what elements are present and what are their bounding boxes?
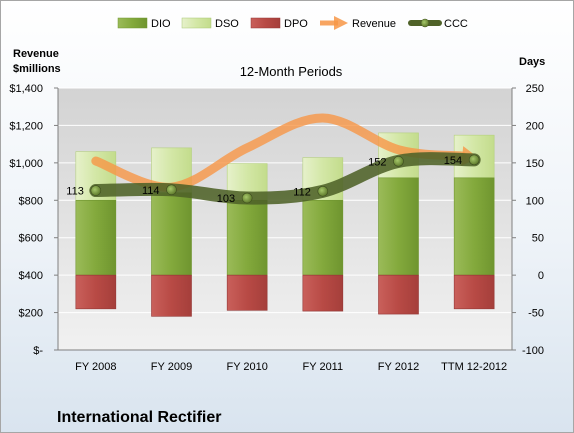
left-tick-label-2: $400	[19, 270, 43, 282]
right-tick-label-2: 0	[538, 270, 544, 282]
ccc-data-label-4: 152	[368, 156, 386, 168]
bar-dpo-5	[453, 274, 495, 310]
left-tick-label-7: $1,400	[9, 83, 43, 95]
legend-swatch-revenue	[320, 16, 348, 30]
bar-dio-3	[302, 199, 344, 276]
right-tick-label-4: 100	[526, 195, 544, 207]
ccc-line	[89, 152, 481, 205]
ccc-point-1	[166, 184, 177, 196]
bar-dpo-3	[302, 274, 344, 312]
legend-swatch-ccc	[408, 18, 442, 28]
ccc-data-label-0: 113	[66, 186, 84, 198]
x-tick-label-4: FY 2012	[378, 361, 419, 373]
legend-label-ccc: CCC	[444, 18, 468, 30]
ccc-point-0	[90, 185, 102, 196]
x-tick-label-5: TTM 12-2012	[441, 361, 507, 373]
bar-dpo-1	[151, 274, 192, 317]
left-tick-label-6: $1,200	[9, 120, 43, 132]
left-tick-label-5: $1,000	[9, 158, 43, 170]
right-tick-label-7: 250	[526, 83, 544, 95]
legend-swatch-dso	[181, 17, 212, 29]
legend-label-revenue: Revenue	[352, 18, 396, 30]
bar-dpo-2	[226, 274, 268, 311]
bar-dio-0	[75, 199, 117, 276]
legend: DIO DSO DPO Revenue CCC	[117, 16, 468, 30]
ccc-point-4	[393, 156, 404, 167]
left-tick-label-0: $-	[33, 345, 43, 357]
right-tick-label-3: 50	[532, 233, 544, 245]
right-tick-label-0: -100	[522, 345, 544, 357]
company-name: International Rectifier	[57, 409, 221, 426]
bar-dio-2	[226, 199, 268, 276]
ccc-point-2	[241, 192, 253, 204]
legend-label-dso: DSO	[215, 18, 239, 30]
legend-swatch-dpo	[250, 17, 281, 29]
left-tick-label-3: $600	[19, 233, 43, 245]
right-axis-title: Days	[519, 56, 545, 68]
ccc-data-label-3: 112	[293, 186, 311, 198]
x-tick-label-0: FY 2008	[75, 361, 116, 373]
ccc-point-5	[468, 154, 480, 166]
legend-label-dio: DIO	[151, 18, 171, 30]
left-tick-label-4: $800	[19, 195, 43, 207]
x-tick-label-2: FY 2010	[226, 361, 267, 373]
bar-dio-1	[151, 192, 192, 276]
left-tick-label-1: $200	[19, 308, 43, 320]
ccc-data-label-1: 114	[142, 185, 160, 197]
x-tick-label-3: FY 2011	[303, 361, 344, 373]
right-tick-label-6: 200	[526, 120, 544, 132]
axes: $- $200 $400 $600 $800 $1,000 $1,200 $1,400 -100…	[9, 83, 544, 373]
bar-dpo-0	[75, 274, 117, 310]
chart-title: 12-Month Periods	[240, 64, 343, 79]
line-series: 113 114 103 112 152 154	[66, 113, 481, 205]
left-axis-title-line1: Revenue	[13, 48, 59, 60]
legend-label-dpo: DPO	[284, 18, 308, 30]
x-tick-label-1: FY 2009	[151, 361, 192, 373]
ccc-data-label-2: 103	[217, 193, 235, 205]
bar-dio-5	[453, 177, 495, 276]
ccc-data-label-5: 154	[444, 155, 462, 167]
bar-dpo-4	[378, 274, 419, 315]
bar-dio-4	[378, 177, 419, 276]
ccc-point-3	[317, 186, 329, 197]
right-tick-label-5: 150	[526, 158, 544, 170]
right-tick-label-1: -50	[528, 308, 544, 320]
legend-swatch-dio	[117, 17, 148, 29]
left-axis-title-line2: $millions	[13, 63, 61, 75]
